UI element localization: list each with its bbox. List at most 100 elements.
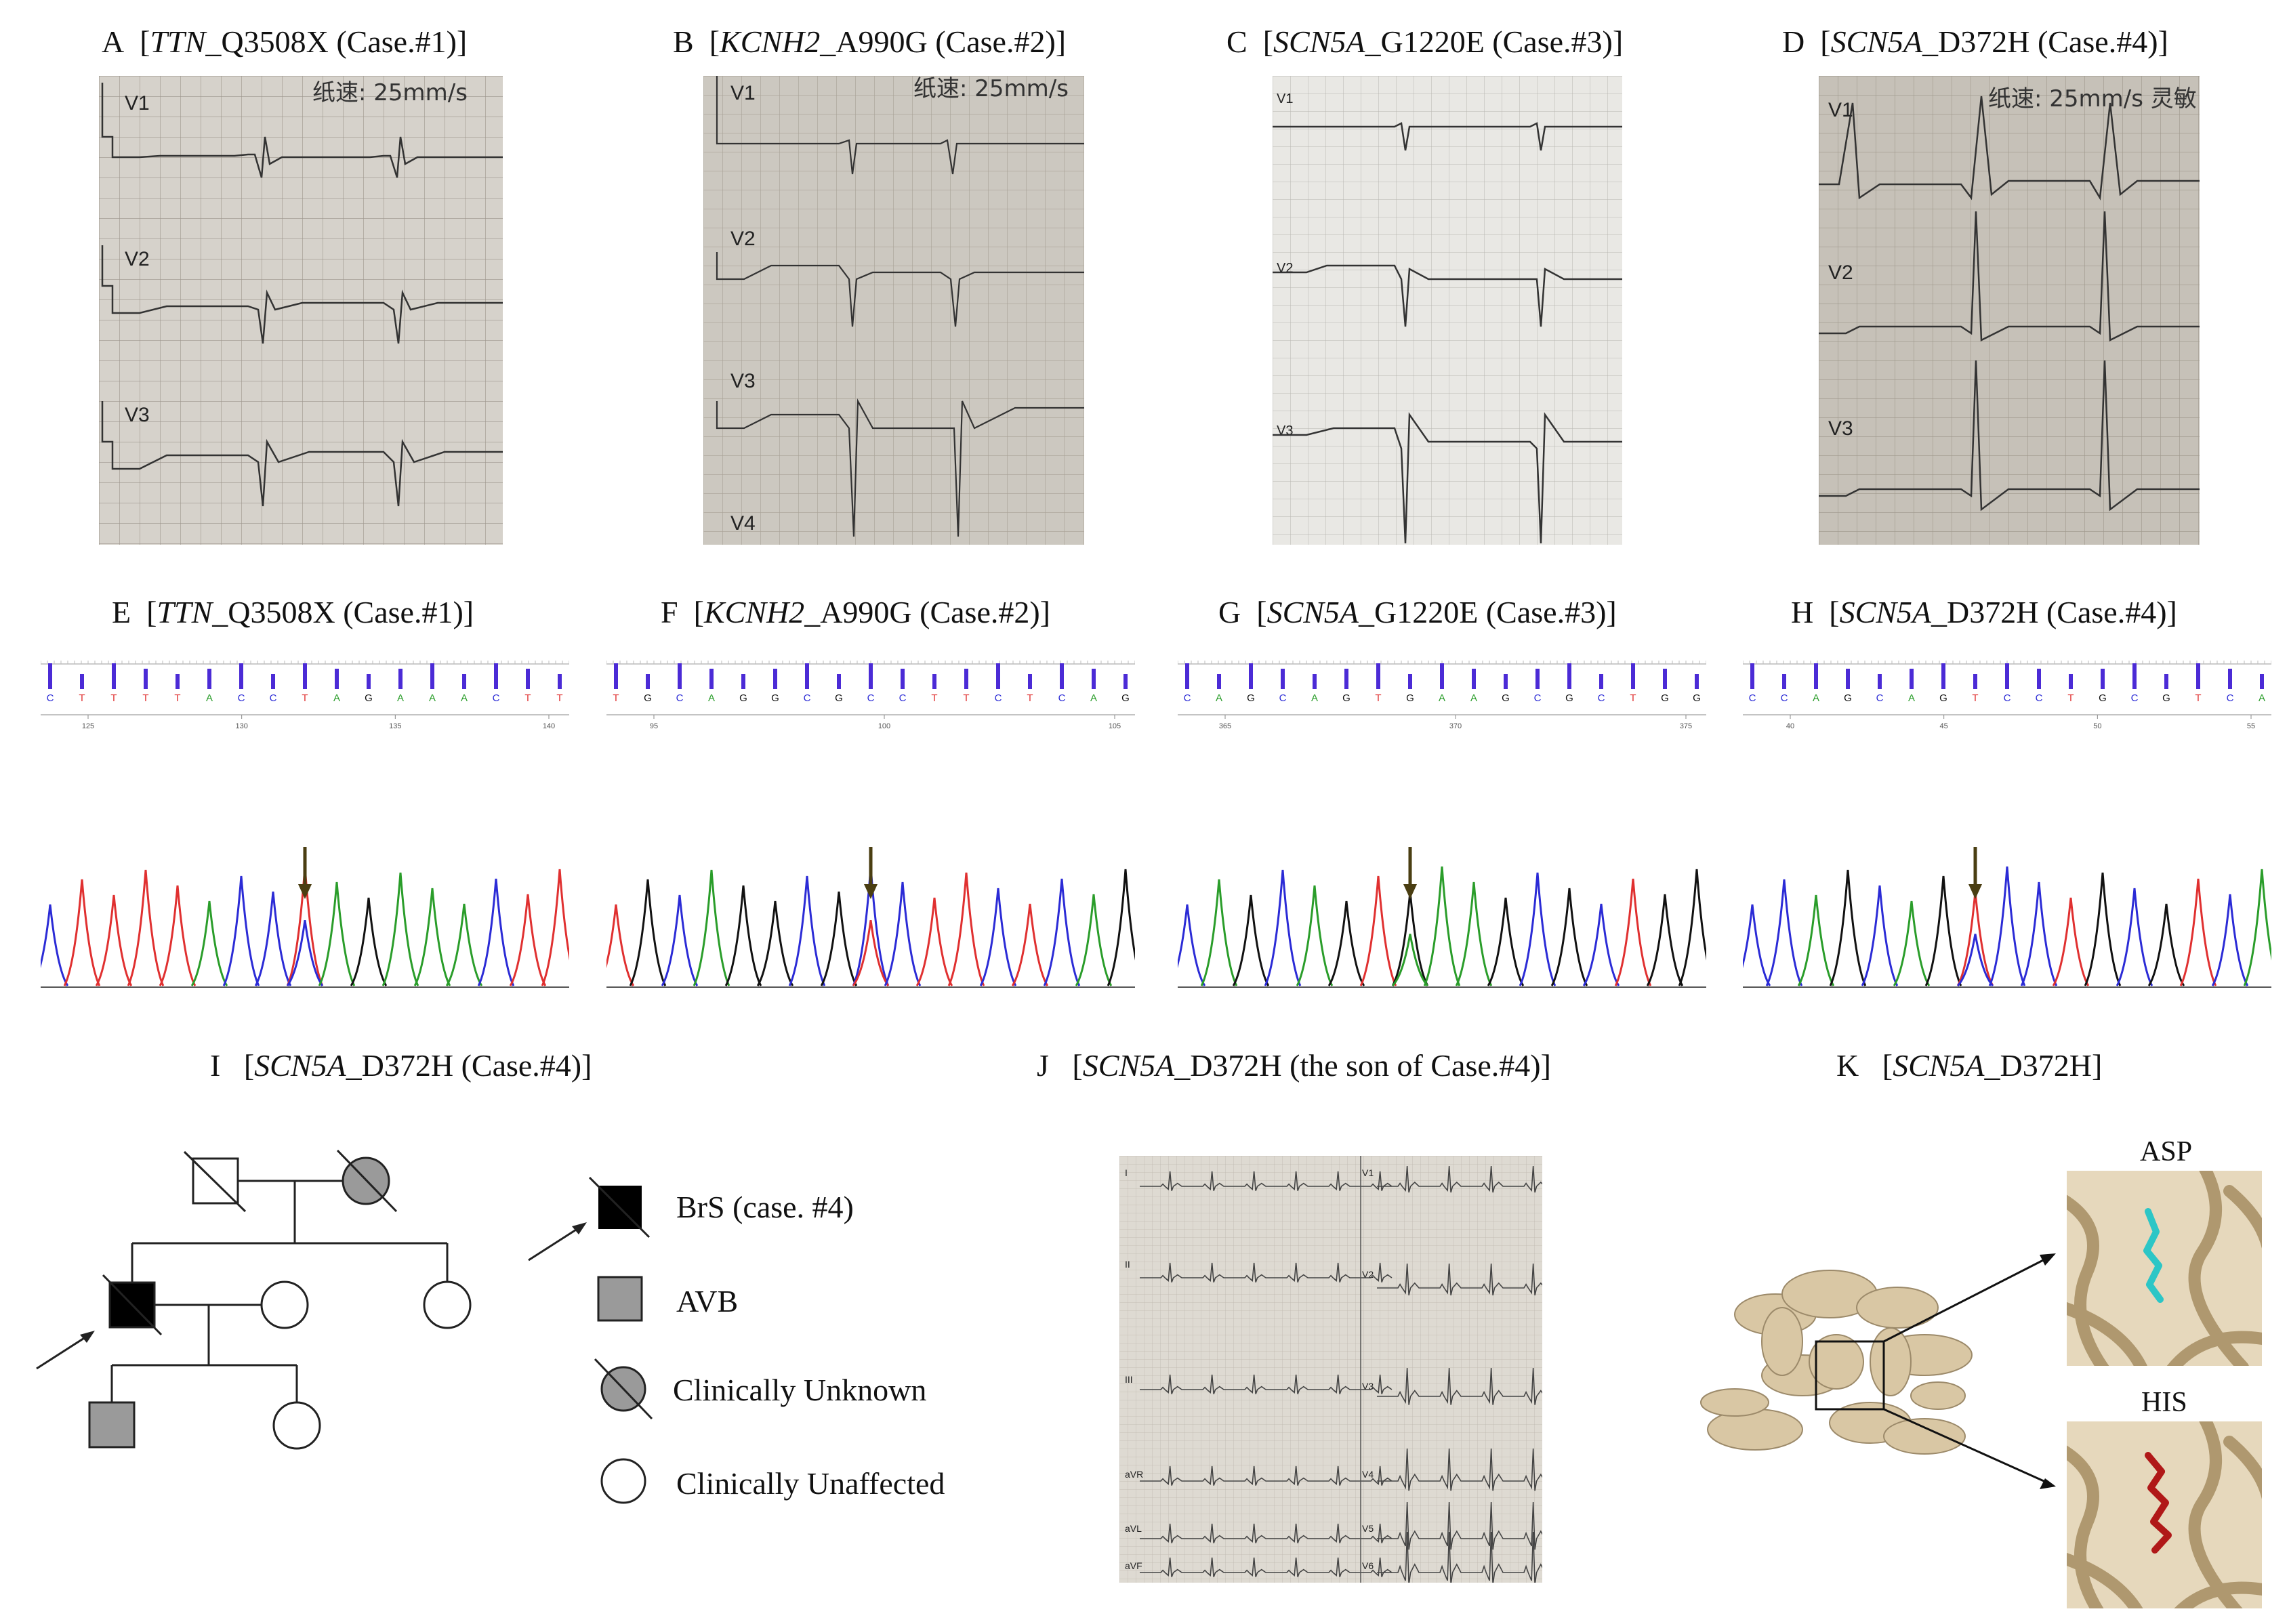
quality-bar xyxy=(2037,669,2041,689)
base-call: G xyxy=(2162,692,2170,704)
quality-bar xyxy=(48,663,52,689)
trace-peak xyxy=(254,891,292,986)
trace-peak xyxy=(1988,866,2026,986)
quality-bar xyxy=(1123,674,1128,689)
chromatogram-e: C T T T T A C C T A G A A A C T T 125 130 135 140 xyxy=(31,647,579,993)
helix-ribbon xyxy=(2054,1300,2147,1373)
legend-brs-label: BrS (case. #4) xyxy=(676,1190,854,1224)
trace-peak xyxy=(2020,881,2058,986)
trace-peak xyxy=(1924,875,1962,986)
legend-unaffected-icon xyxy=(600,1458,646,1504)
quality-bar xyxy=(558,674,562,689)
limb-lead-trace xyxy=(1140,1374,1393,1394)
tick-label: 95 xyxy=(650,722,658,730)
base-call: G xyxy=(2099,692,2107,704)
panel-title-d: D [SCN5A_D372H (Case.#4)] xyxy=(1782,24,2168,59)
lead-label: V4 xyxy=(1362,1469,1374,1480)
helix-ribbon xyxy=(2162,1331,2276,1380)
base-call: G xyxy=(1406,692,1414,704)
trace-peak xyxy=(1550,888,1588,986)
lead-label: V5 xyxy=(1362,1523,1374,1534)
tick-label: 125 xyxy=(82,722,94,730)
base-call: T xyxy=(302,692,308,704)
quality-bar xyxy=(398,669,403,689)
trace-peak xyxy=(413,888,451,986)
base-call: C xyxy=(676,692,684,704)
quality-bar xyxy=(1281,669,1285,689)
base-call: T xyxy=(174,692,180,704)
base-call: C xyxy=(1781,692,1788,704)
base-call: T xyxy=(142,692,148,704)
lead-label: aVR xyxy=(1125,1469,1143,1480)
base-call: C xyxy=(1876,692,1884,704)
trace-peak xyxy=(1296,885,1334,986)
tick-label: 40 xyxy=(1786,722,1794,730)
lead-label: V3 xyxy=(1277,423,1293,438)
trace-peak xyxy=(1519,872,1556,986)
paper-speed: 纸速: 25mm/s xyxy=(913,76,1069,102)
quality-bar xyxy=(741,674,745,689)
trace-peak xyxy=(1200,879,1238,986)
trace-peak xyxy=(1765,879,1803,986)
trace-peak xyxy=(190,900,228,986)
protein-helix xyxy=(1761,1307,1803,1376)
quality-bar xyxy=(646,674,650,689)
base-call: A xyxy=(206,692,213,704)
ecg-panel-a: V1 V2 V3 纸速: 25mm/s xyxy=(99,76,503,545)
base-call: C xyxy=(804,692,811,704)
limb-lead-trace xyxy=(1140,1171,1393,1191)
quality-bar xyxy=(1344,669,1348,689)
quality-bar xyxy=(709,669,714,689)
base-call: C xyxy=(1058,692,1066,704)
tick-label: 130 xyxy=(235,722,247,730)
panel-title-k: K [SCN5A_D372H] xyxy=(1836,1048,2103,1083)
base-call: G xyxy=(1342,692,1350,704)
trace-peak xyxy=(2052,897,2090,986)
lead-label: V3 xyxy=(730,370,756,392)
lead-label: V1 xyxy=(1277,91,1293,106)
trace-peak xyxy=(318,881,356,986)
trace-peak xyxy=(820,891,858,986)
lead-label: V6 xyxy=(1362,1560,1374,1571)
quality-bar xyxy=(1313,674,1317,689)
quality-bar xyxy=(1472,669,1476,689)
legend-unknown-label: Clinically Unknown xyxy=(673,1373,927,1407)
base-call: C xyxy=(1184,692,1191,704)
base-call: C xyxy=(1534,692,1542,704)
trace-peak xyxy=(1075,894,1113,986)
quality-bar xyxy=(1750,663,1754,689)
quality-bar xyxy=(1973,674,1977,689)
trace-peak xyxy=(1861,885,1899,986)
trace-peak xyxy=(1011,903,1049,986)
quality-bar xyxy=(239,663,243,689)
trace-peak xyxy=(1359,875,1397,986)
limb-lead-trace xyxy=(1140,1557,1393,1577)
panel-title-e: E [TTN_Q3508X (Case.#1)] xyxy=(112,595,474,629)
quality-bar xyxy=(805,663,809,689)
tick-label: 55 xyxy=(2247,722,2255,730)
quality-bar xyxy=(1376,663,1380,689)
protein-helix xyxy=(1870,1327,1912,1396)
trace-peak xyxy=(31,904,69,986)
chest-lead-trace xyxy=(1377,1501,1542,1550)
daughter-circle xyxy=(272,1401,321,1450)
chest-lead-trace xyxy=(1377,1531,1542,1583)
panel-title-f: F [KCNH2_A990G (Case.#2)] xyxy=(661,595,1050,629)
tick-label: 100 xyxy=(878,722,890,730)
panel-title-g: G [SCN5A_G1220E (Case.#3)] xyxy=(1218,595,1617,629)
trace-peak xyxy=(1646,894,1684,986)
lead-label: V1 xyxy=(1362,1167,1374,1178)
trace-peak xyxy=(1423,866,1461,986)
trace-peak xyxy=(788,875,826,986)
panel-title-h: H [SCN5A_D372H (Case.#4)] xyxy=(1791,595,2177,629)
variant-peak xyxy=(1392,934,1428,987)
trace-peak xyxy=(884,881,922,986)
chest-lead-trace xyxy=(1377,1165,1542,1193)
trace-peak xyxy=(1327,900,1365,986)
protein-helix xyxy=(1910,1381,1966,1410)
base-call: C xyxy=(995,692,1002,704)
lead-label: II xyxy=(1125,1259,1130,1270)
base-call: T xyxy=(79,692,85,704)
base-call: A xyxy=(461,692,468,704)
asp-label: ASP xyxy=(2140,1136,2193,1167)
